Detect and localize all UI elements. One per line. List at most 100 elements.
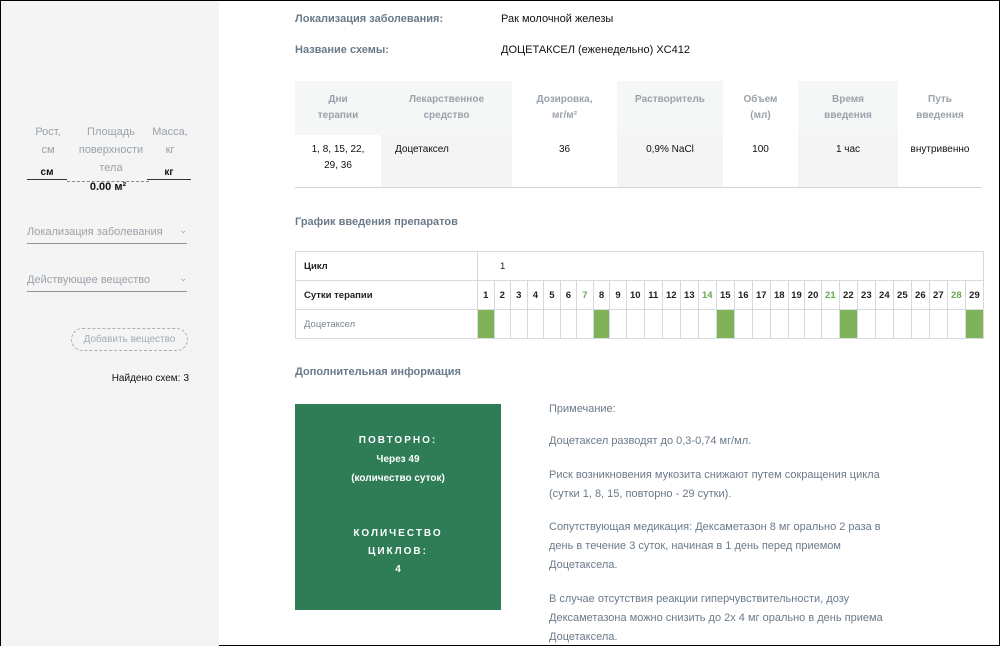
day-cell: 28 bbox=[946, 280, 966, 310]
days-label: Сутки терапии bbox=[295, 280, 478, 310]
day-cell: 17 bbox=[751, 280, 771, 310]
schedule-row-days: Сутки терапии 1 2 3 4 5 6 7 8 9 10 11 12 13 14 15 16 17 1… bbox=[295, 280, 985, 310]
substance-select[interactable]: Действующее вещество ⌄ bbox=[27, 273, 187, 292]
day-cell: 9 bbox=[609, 280, 627, 310]
schedule-cell bbox=[493, 309, 512, 339]
note-heading: Примечание: bbox=[549, 403, 616, 415]
schedule-cell bbox=[625, 309, 645, 339]
note-dexamethasone: В случае отсутствия реакции гиперчувстви… bbox=[549, 593, 883, 643]
col-solvent: Растворитель bbox=[617, 81, 723, 135]
height-label: Рост, см bbox=[35, 126, 61, 156]
col-dose: Дозировка, мг/м² bbox=[512, 81, 617, 135]
bsa-label: Площадь поверхности тела bbox=[78, 126, 144, 174]
day-cell: 27 bbox=[928, 280, 948, 310]
schedule-cell bbox=[910, 309, 930, 339]
day-cell: 13 bbox=[679, 280, 699, 310]
day-cell: 16 bbox=[733, 280, 753, 310]
schedule-row-drug: Доцетаксел bbox=[295, 309, 985, 339]
dose-mark bbox=[715, 309, 735, 339]
schedule-cell bbox=[856, 309, 876, 339]
cell-volume: 100 bbox=[723, 135, 798, 188]
localization-select[interactable]: Локализация заболевания ⌄ bbox=[27, 225, 187, 244]
cell-solvent: 0,9% NaCl bbox=[617, 135, 723, 188]
schedule-cell bbox=[892, 309, 912, 339]
schedule-cell bbox=[679, 309, 699, 339]
substance-select-label: Действующее вещество bbox=[27, 274, 151, 286]
day-cell: 26 bbox=[910, 280, 930, 310]
schedule-cell bbox=[804, 309, 822, 339]
found-count: 3 bbox=[183, 373, 189, 384]
day-cell: 22 bbox=[838, 280, 858, 310]
drug-table: Дни терапии Лекарственное средство Дозиров… bbox=[295, 81, 982, 188]
repeat-card: ПОВТОРНО: Через 49 (количество суток) КО… bbox=[295, 404, 501, 610]
weight-label: Масса, кг bbox=[152, 126, 188, 156]
schedule-table: Цикл 1 Сутки терапии 1 2 3 4 5 6 7 8 9 10 11 12 13 14… bbox=[295, 251, 985, 339]
day-cell: 1 bbox=[477, 280, 495, 310]
schedule-cell bbox=[643, 309, 663, 339]
day-cell: 4 bbox=[526, 280, 545, 310]
drug-table-header: Дни терапии Лекарственное средство Дозиров… bbox=[295, 81, 982, 135]
day-cell: 6 bbox=[559, 280, 578, 310]
bsa-value: 0.00 м² bbox=[89, 181, 127, 193]
note-mucositis: Риск возникновения мукозита снижают путе… bbox=[549, 469, 880, 500]
bsa-divider bbox=[67, 181, 149, 182]
col-time: Время введения bbox=[798, 81, 898, 135]
cycles-label-line2: ЦИКЛОВ: bbox=[368, 546, 428, 557]
schedule-cell bbox=[820, 309, 840, 339]
found-label: Найдено схем: bbox=[111, 373, 181, 384]
height-input[interactable]: см bbox=[27, 167, 67, 180]
dose-mark bbox=[838, 309, 858, 339]
cell-drug: Доцетаксел bbox=[381, 135, 512, 188]
schedule-cell bbox=[697, 309, 717, 339]
day-cell: 15 bbox=[715, 280, 735, 310]
schedule-cell bbox=[787, 309, 806, 339]
schedule-cell bbox=[769, 309, 789, 339]
schedule-title: График введения препаратов bbox=[295, 216, 458, 228]
col-route: Путь введения bbox=[898, 81, 982, 135]
day-cell: 10 bbox=[625, 280, 645, 310]
day-cell: 7 bbox=[576, 280, 594, 310]
schedule-cell bbox=[874, 309, 894, 339]
note-dilution: Доцетаксел разводят до 0,3-0,74 мг/мл. bbox=[549, 435, 752, 447]
dose-mark bbox=[592, 309, 611, 339]
cell-time: 1 час bbox=[798, 135, 898, 188]
col-volume: Объем (мл) bbox=[723, 81, 798, 135]
weight-input[interactable]: кг bbox=[147, 167, 191, 180]
cycle-label: Цикл bbox=[295, 251, 478, 281]
cycles-label-line1: КОЛИЧЕСТВО bbox=[353, 528, 443, 539]
schedule-cell bbox=[946, 309, 966, 339]
repeat-label: ПОВТОРНО: bbox=[358, 435, 438, 446]
schedule-cell bbox=[543, 309, 561, 339]
found-schemes: Найдено схем: 3 bbox=[101, 373, 189, 384]
day-cell: 21 bbox=[820, 280, 840, 310]
day-cell: 3 bbox=[510, 280, 528, 310]
cell-dose: 36 bbox=[512, 135, 617, 188]
schedule-cell bbox=[928, 309, 948, 339]
repeat-unit: (количество суток) bbox=[351, 473, 445, 484]
schedule-row-cycle: Цикл 1 bbox=[295, 251, 985, 281]
day-cell: 12 bbox=[661, 280, 681, 310]
repeat-value: Через 49 bbox=[376, 454, 420, 465]
day-cell: 29 bbox=[964, 280, 985, 310]
schedule-cell bbox=[733, 309, 753, 339]
day-cell: 5 bbox=[543, 280, 561, 310]
additional-title: Дополнительная информация bbox=[295, 366, 461, 378]
col-drug: Лекарственное средство bbox=[381, 81, 512, 135]
cycles-value: 4 bbox=[395, 564, 401, 575]
day-cell: 25 bbox=[892, 280, 912, 310]
schedule-cell bbox=[751, 309, 771, 339]
localization-key: Локализация заболевания: bbox=[295, 13, 444, 25]
cell-days: 1, 8, 15, 22, 29, 36 bbox=[295, 135, 381, 188]
schedule-cell bbox=[526, 309, 545, 339]
schedule-cell bbox=[661, 309, 681, 339]
day-cell: 24 bbox=[874, 280, 894, 310]
day-cell: 14 bbox=[697, 280, 717, 310]
chevron-down-icon: ⌄ bbox=[179, 273, 187, 283]
day-cell: 2 bbox=[493, 280, 512, 310]
dose-mark bbox=[477, 309, 495, 339]
day-cell: 20 bbox=[804, 280, 822, 310]
dose-mark bbox=[964, 309, 985, 339]
add-substance-button[interactable]: Добавить вещество bbox=[71, 328, 188, 351]
sidebar: Рост, см Площадь поверхности тела Масса,… bbox=[1, 1, 219, 646]
localization-value: Рак молочной железы bbox=[501, 13, 614, 25]
